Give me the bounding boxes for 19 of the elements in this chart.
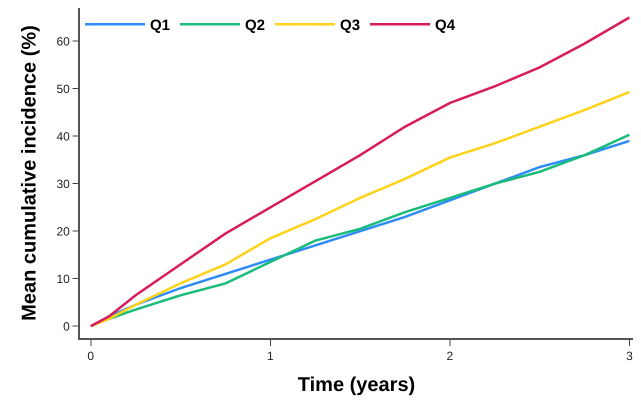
x-tick-label: 2 — [446, 349, 454, 364]
y-tick-label: 20 — [56, 224, 70, 238]
y-axis-title: Mean cumulative incidence (%) — [18, 25, 40, 321]
line-series — [90, 90, 631, 328]
y-tick-label: 0 — [63, 319, 70, 334]
line-series — [90, 16, 631, 328]
x-tick-label: 1 — [266, 349, 274, 364]
y-tick-label: 30 — [56, 176, 70, 191]
y-tick-label: 40 — [56, 129, 70, 144]
y-tick-label: 10 — [56, 272, 70, 286]
legend-label: Q3 — [340, 17, 360, 34]
x-tick-label: 3 — [626, 349, 634, 364]
legend-label: Q4 — [435, 17, 456, 34]
y-tick-label: 60 — [56, 34, 70, 48]
legend-label: Q2 — [245, 17, 266, 34]
x-axis-title: Time (years) — [298, 374, 416, 396]
y-tick-label: 50 — [56, 82, 70, 96]
legend-label: Q1 — [150, 17, 170, 34]
x-tick-label: 0 — [87, 349, 94, 364]
